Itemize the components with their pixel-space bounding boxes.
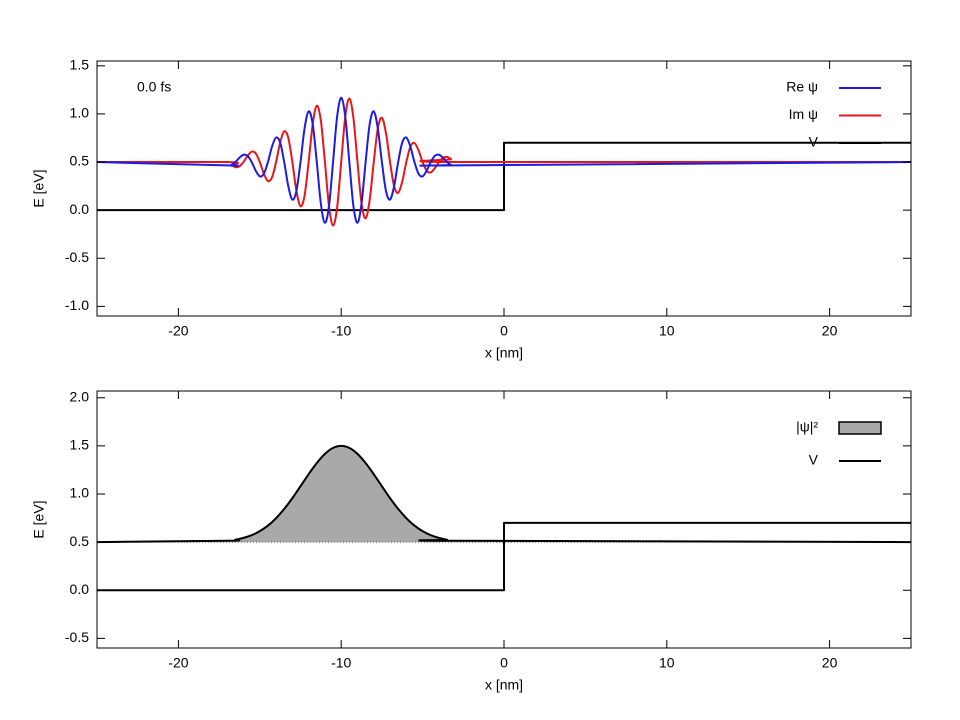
x-tick-label: 20 bbox=[822, 323, 838, 339]
y-tick-label: 0.5 bbox=[70, 153, 90, 169]
x-tick-label: -20 bbox=[168, 323, 188, 339]
y-tick-label: -1.0 bbox=[65, 297, 89, 313]
x-tick-label: 0 bbox=[500, 323, 508, 339]
legend-label: |ψ|² bbox=[796, 419, 818, 435]
x-tick-label: 10 bbox=[659, 323, 675, 339]
legend-swatch bbox=[838, 421, 882, 435]
x-tick-label: 20 bbox=[822, 655, 838, 671]
legend-label: V bbox=[809, 452, 819, 468]
y-tick-label: 0.0 bbox=[70, 201, 90, 217]
y-tick-label: -0.5 bbox=[65, 249, 89, 265]
x-axis-label: x [nm] bbox=[485, 677, 523, 693]
y-tick-label: -0.5 bbox=[65, 629, 89, 645]
time-label: 0.0 fs bbox=[137, 79, 171, 95]
legend-label: Re ψ bbox=[786, 79, 818, 95]
y-tick-label: 0.5 bbox=[70, 533, 90, 549]
y-tick-label: 1.0 bbox=[70, 485, 90, 501]
x-tick-label: 10 bbox=[659, 655, 675, 671]
y-tick-label: 1.5 bbox=[70, 437, 90, 453]
area bbox=[97, 445, 911, 543]
x-tick-label: -10 bbox=[331, 655, 351, 671]
legend-label: V bbox=[809, 134, 819, 150]
plot-frame bbox=[96, 390, 912, 649]
x-tick-label: -10 bbox=[331, 323, 351, 339]
x-tick-label: 0 bbox=[500, 655, 508, 671]
y-tick-label: 0.0 bbox=[70, 581, 90, 597]
series-line bbox=[97, 521, 911, 592]
series-line bbox=[96, 444, 912, 544]
y-tick-label: 2.0 bbox=[70, 388, 90, 404]
y-tick-label: 1.0 bbox=[70, 105, 90, 121]
y-tick-label: 1.5 bbox=[70, 57, 90, 73]
x-tick-label: -20 bbox=[168, 655, 188, 671]
series-line bbox=[96, 96, 912, 224]
legend-label: Im ψ bbox=[789, 106, 818, 122]
series-line bbox=[97, 141, 911, 212]
x-axis-label: x [nm] bbox=[485, 345, 523, 361]
y-axis-label: E [eV] bbox=[31, 500, 47, 538]
y-axis-label: E [eV] bbox=[31, 169, 47, 207]
